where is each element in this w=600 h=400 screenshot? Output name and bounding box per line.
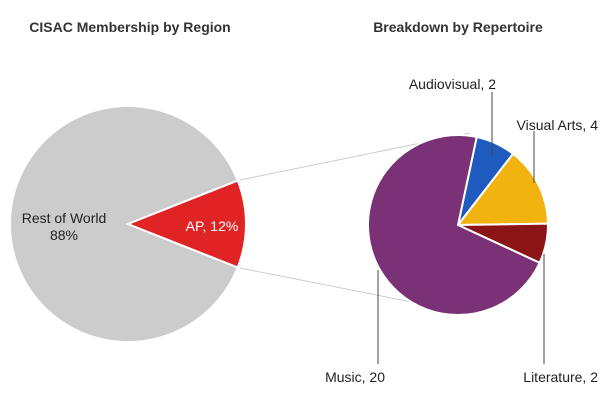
pie-slice-ap: [125, 179, 247, 269]
slice-label-rest-of-world: Rest of World: [22, 210, 107, 226]
slice-label-literature: Literature, 2: [523, 369, 598, 385]
slice-label-music: Music, 20: [325, 369, 385, 385]
right-chart-title: Breakdown by Repertoire: [373, 19, 543, 35]
pie-slice-music: [367, 134, 541, 316]
slice-label-visual-arts: Visual Arts, 4: [517, 117, 599, 133]
slice-value-rest-of-world: 88%: [50, 227, 78, 243]
slice-label-ap: AP, 12%: [186, 218, 239, 234]
pie-slice-visual-arts: [455, 152, 550, 227]
left-chart-title: CISAC Membership by Region: [29, 19, 230, 35]
slice-label-audiovisual: Audiovisual, 2: [409, 76, 496, 92]
pie-slice-rest-of-world: [9, 105, 240, 343]
